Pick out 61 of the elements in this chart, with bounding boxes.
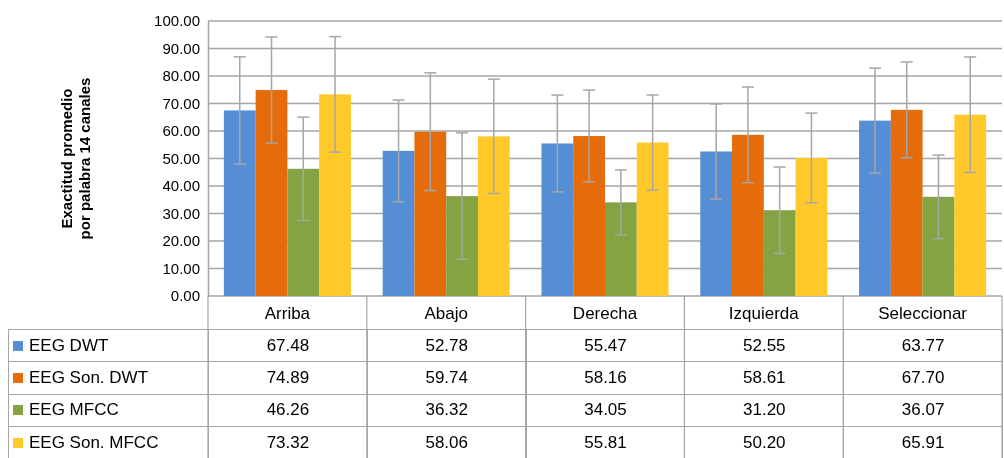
- bar: [859, 120, 891, 296]
- bar: [954, 114, 987, 296]
- data-label: 67.70: [843, 361, 1003, 395]
- legend-label: EEG DWT: [29, 335, 109, 355]
- bar: [255, 90, 288, 296]
- x-tick-label: Arriba: [264, 304, 311, 323]
- data-label: 73.32: [208, 426, 368, 458]
- y-tick-label: 30.00: [162, 204, 200, 222]
- data-label: 52.78: [367, 329, 527, 362]
- bar: [382, 150, 415, 296]
- y-tick-label: 0.00: [170, 287, 200, 305]
- y-axis-title: Exactitud promedio por palabra 14 canales: [58, 77, 93, 240]
- data-label: 74.89: [208, 361, 368, 395]
- data-label: 58.16: [526, 361, 685, 395]
- bar: [414, 131, 447, 296]
- data-label: 55.47: [526, 329, 685, 362]
- data-label: 31.20: [684, 394, 844, 427]
- bar: [287, 168, 320, 296]
- data-label: 63.77: [843, 329, 1003, 362]
- x-tick-label: Seleccionar: [878, 304, 968, 323]
- legend-label: EEG Son. MFCC: [29, 432, 159, 452]
- y-tick-label: 60.00: [162, 122, 200, 140]
- data-label: 67.48: [208, 329, 368, 362]
- x-tick-label: Derecha: [572, 304, 638, 323]
- data-label: 58.61: [684, 361, 844, 395]
- data-label: 59.74: [367, 361, 527, 395]
- legend-label: EEG MFCC: [29, 400, 119, 420]
- y-tick-label: 50.00: [162, 149, 200, 167]
- bar: [636, 142, 669, 296]
- data-label: 52.55: [684, 329, 844, 362]
- bar: [795, 157, 828, 296]
- data-label: 34.05: [526, 394, 685, 427]
- bar: [541, 143, 574, 296]
- data-label: 36.07: [843, 394, 1003, 427]
- bar: [605, 202, 637, 296]
- bar: [319, 94, 351, 296]
- y-tick-label: 40.00: [162, 177, 200, 195]
- bar: [573, 136, 605, 296]
- y-tick-label: 100.00: [154, 12, 200, 30]
- data-label: 46.26: [208, 394, 368, 427]
- bar: [922, 196, 955, 296]
- data-label: 36.32: [367, 394, 527, 427]
- bar: [763, 210, 796, 296]
- y-tick-label: 20.00: [162, 232, 200, 250]
- bar: [223, 110, 256, 296]
- x-tick-label: Izquierda: [728, 304, 800, 323]
- y-tick-label: 10.00: [162, 259, 200, 277]
- bar: [732, 134, 764, 296]
- bar: [890, 109, 923, 296]
- bar: [477, 136, 510, 296]
- bar: [700, 151, 733, 296]
- data-label: 50.20: [684, 426, 844, 458]
- legend-label: EEG Son. DWT: [29, 368, 149, 388]
- data-label: 58.06: [367, 426, 527, 458]
- y-tick-label: 90.00: [162, 39, 200, 57]
- data-label: 65.91: [843, 426, 1003, 458]
- y-tick-label: 80.00: [162, 67, 200, 85]
- x-tick-label: Abajo: [424, 304, 468, 323]
- y-tick-label: 70.00: [162, 94, 200, 112]
- bar: [446, 196, 478, 296]
- data-label: 55.81: [526, 426, 685, 458]
